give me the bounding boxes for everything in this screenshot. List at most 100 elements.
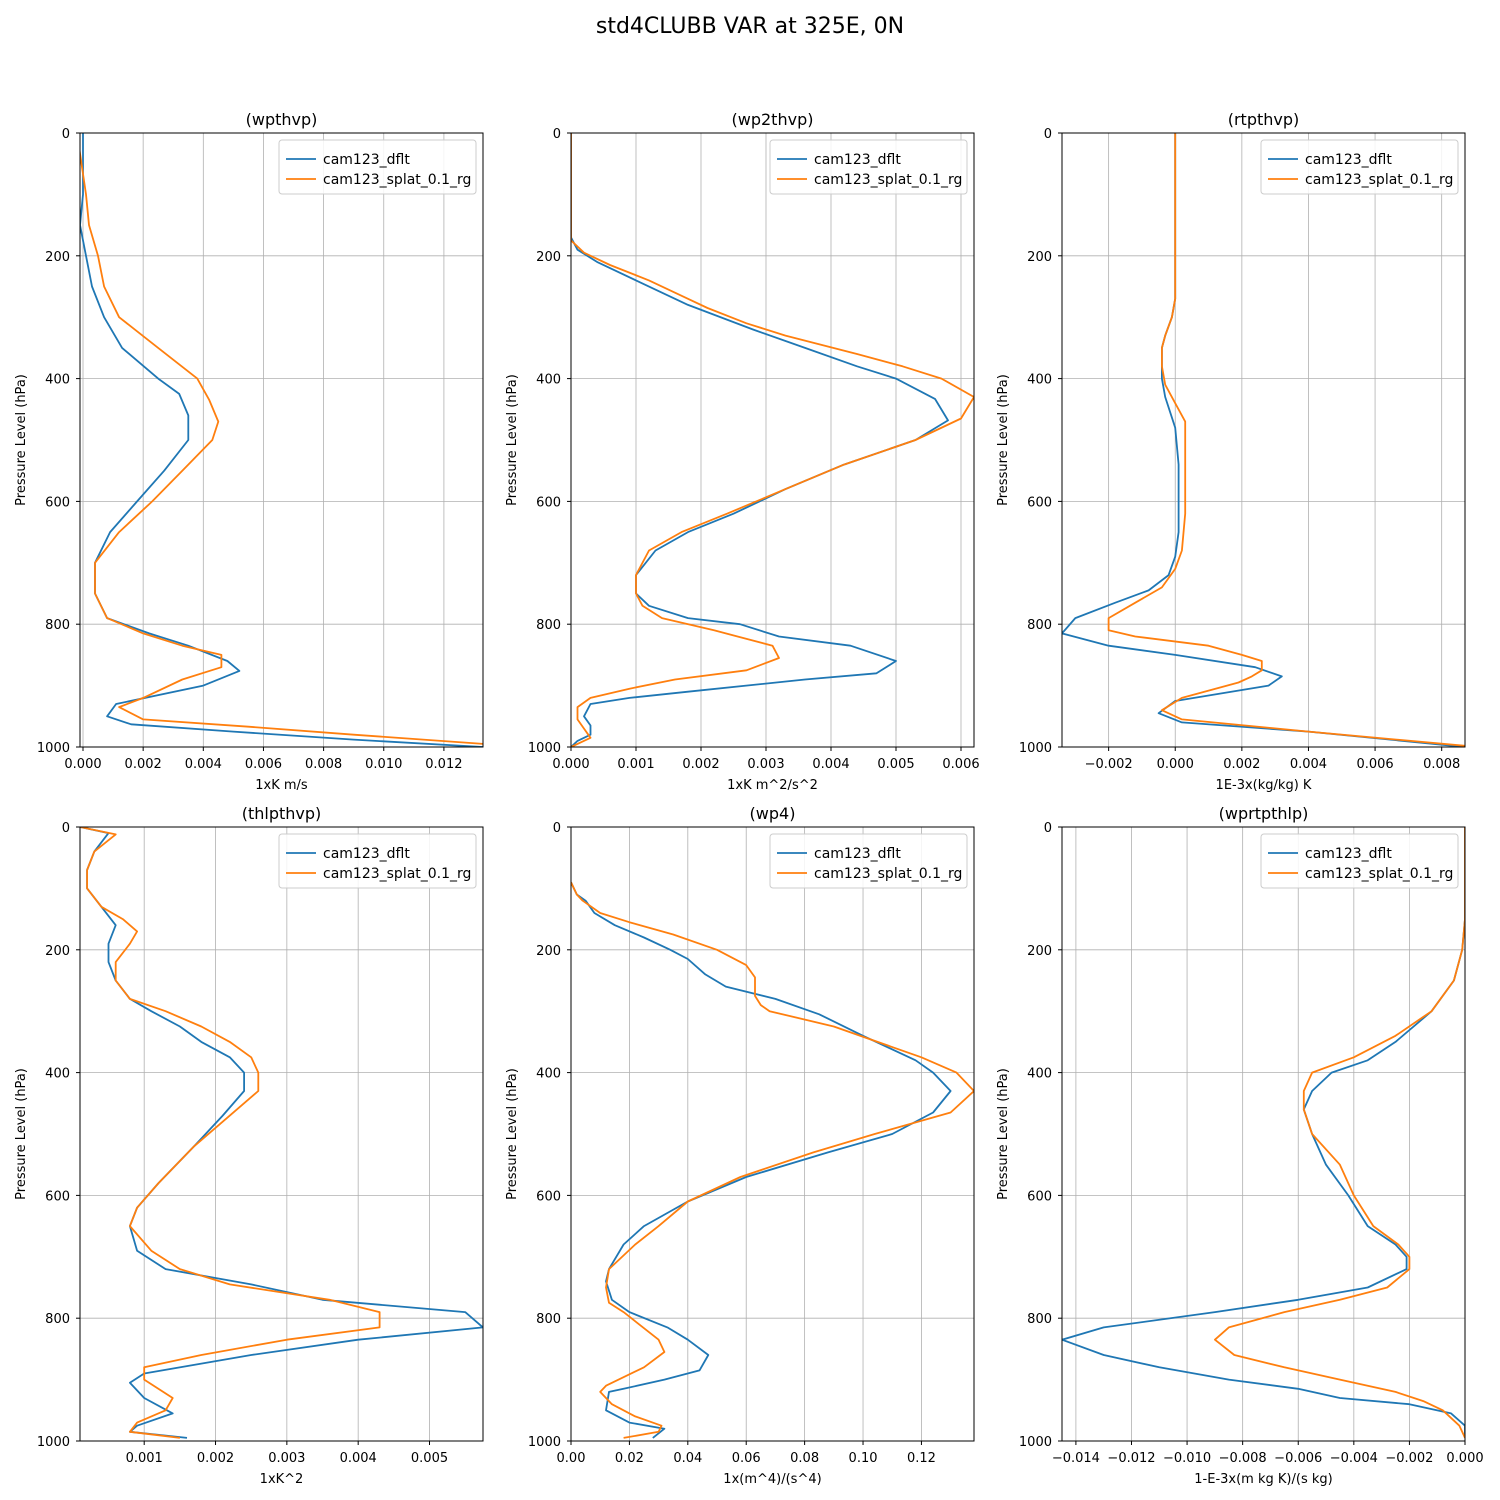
x-tick-label: 0.000 — [1446, 1451, 1483, 1466]
y-tick-label: 400 — [45, 1067, 70, 1082]
x-tick-label: −0.008 — [1219, 1451, 1267, 1466]
legend: cam123_dflt cam123_splat_0.1_rg — [769, 139, 968, 195]
x-tick-label: 0.12 — [907, 1451, 936, 1466]
figure-title: std4CLUBB VAR at 325E, 0N — [595, 14, 905, 39]
x-axis-label: 1xK m/s — [255, 778, 308, 793]
x-tick-label: −0.012 — [1107, 1451, 1155, 1466]
y-tick-label: 0 — [553, 127, 561, 142]
x-axis-label: 1xK^2 — [260, 1472, 304, 1487]
x-tick-label: 0.010 — [365, 757, 402, 772]
y-tick-label: 0 — [553, 821, 561, 836]
y-tick-label: 600 — [536, 1189, 561, 1204]
axes-frame — [1061, 826, 1466, 1442]
y-tick-label: 800 — [45, 1312, 70, 1327]
legend-label: cam123_dflt — [1305, 846, 1392, 862]
y-tick-label: 1000 — [528, 1435, 561, 1450]
x-tick-label: 0.02 — [615, 1451, 644, 1466]
legend-label: cam123_dflt — [1305, 152, 1392, 168]
y-tick-label: 800 — [1027, 1312, 1052, 1327]
y-tick-label: 600 — [536, 495, 561, 510]
subplot-3: −0.002 0.000 0.002 0.004 0.006 0.008 0 200 400 60… — [996, 110, 1466, 793]
y-tick-label: 600 — [45, 495, 70, 510]
legend: cam123_dflt cam123_splat_0.1_rg — [1260, 139, 1459, 195]
y-axis-label: Pressure Level (hPa) — [14, 374, 29, 506]
x-tick-label: 0.00 — [557, 1451, 586, 1466]
legend-label: cam123_splat_0.1_rg — [814, 172, 962, 188]
x-tick-label: 0.10 — [849, 1451, 878, 1466]
subplot-title: (wpthvp) — [246, 110, 318, 129]
legend: cam123_dflt cam123_splat_0.1_rg — [278, 833, 477, 889]
legend-label: cam123_dflt — [814, 846, 901, 862]
y-axis-label: Pressure Level (hPa) — [996, 1068, 1011, 1200]
subplot-title: (thlpthvp) — [242, 804, 322, 823]
x-tick-label: 0.000 — [64, 757, 101, 772]
y-tick-label: 0 — [1044, 821, 1052, 836]
subplot-5: 0.00 0.02 0.04 0.06 0.08 0.10 0.12 0 200 400 600 80… — [505, 804, 975, 1487]
series-line-splat — [80, 827, 381, 1439]
y-tick-label: 200 — [536, 250, 561, 265]
axes-frame — [1061, 132, 1466, 748]
x-tick-label: 0.006 — [1356, 757, 1393, 772]
legend: cam123_dflt cam123_splat_0.1_rg — [769, 833, 968, 889]
series-line-dflt — [1062, 133, 1465, 747]
y-axis-label: Pressure Level (hPa) — [14, 1068, 29, 1200]
y-tick-label: 400 — [1027, 1067, 1052, 1082]
y-tick-label: 200 — [45, 250, 70, 265]
y-tick-label: 400 — [536, 1067, 561, 1082]
series-line-splat — [571, 881, 974, 1439]
subplot-6: −0.014 −0.012 −0.010 −0.008 −0.006 −0.004 −0.0… — [996, 804, 1484, 1487]
subplot-title: (wprtpthlp) — [1219, 804, 1309, 823]
x-tick-label: −0.004 — [1330, 1451, 1378, 1466]
x-tick-label: 0.000 — [552, 757, 589, 772]
y-tick-label: 800 — [536, 1312, 561, 1327]
axes-frame — [570, 826, 975, 1442]
x-tick-label: 0.006 — [245, 757, 282, 772]
series-line-dflt — [1062, 827, 1465, 1435]
x-tick-label: −0.002 — [1085, 757, 1133, 772]
series-line-dflt — [80, 133, 483, 747]
series-line-splat — [571, 133, 974, 747]
x-tick-label: 0.004 — [1290, 757, 1327, 772]
y-tick-label: 1000 — [1019, 1435, 1052, 1450]
x-tick-label: 0.008 — [1423, 757, 1460, 772]
x-tick-label: 0.004 — [185, 757, 222, 772]
x-axis-label: 1x(m^4)/(s^4) — [723, 1472, 821, 1487]
y-tick-label: 0 — [62, 821, 70, 836]
legend-label: cam123_splat_0.1_rg — [1305, 866, 1453, 882]
y-axis-label: Pressure Level (hPa) — [505, 1068, 520, 1200]
y-tick-label: 600 — [45, 1189, 70, 1204]
x-tick-label: 0.001 — [617, 757, 654, 772]
x-tick-label: 0.04 — [673, 1451, 702, 1466]
series-line-splat — [80, 147, 483, 745]
y-tick-label: 200 — [1027, 250, 1052, 265]
subplot-title: (wp4) — [750, 804, 796, 823]
y-tick-label: 800 — [536, 618, 561, 633]
legend-label: cam123_dflt — [323, 846, 410, 862]
y-tick-label: 800 — [45, 618, 70, 633]
y-tick-label: 1000 — [528, 741, 561, 756]
legend-label: cam123_splat_0.1_rg — [1305, 172, 1453, 188]
x-tick-label: 0.003 — [268, 1451, 305, 1466]
series-line-dflt — [80, 827, 483, 1439]
x-axis-label: 1-E-3x(m kg K)/(s kg) — [1194, 1472, 1332, 1487]
subplot-4: 0.001 0.002 0.003 0.004 0.005 0 200 400 600 800 10… — [14, 804, 484, 1487]
y-axis-label: Pressure Level (hPa) — [996, 374, 1011, 506]
y-tick-label: 200 — [536, 944, 561, 959]
x-tick-label: 0.004 — [812, 757, 849, 772]
legend-box — [769, 833, 968, 889]
axes-frame — [79, 132, 484, 748]
x-tick-label: 0.006 — [942, 757, 979, 772]
x-tick-label: 0.06 — [732, 1451, 761, 1466]
legend-box — [278, 833, 477, 889]
y-tick-label: 400 — [536, 373, 561, 388]
series-line-splat — [1214, 827, 1465, 1439]
x-tick-label: 0.000 — [1157, 757, 1194, 772]
x-tick-label: 0.08 — [790, 1451, 819, 1466]
x-tick-label: 0.008 — [305, 757, 342, 772]
y-tick-label: 600 — [1027, 495, 1052, 510]
y-tick-label: 800 — [1027, 618, 1052, 633]
subplot-title: (rtpthvp) — [1228, 110, 1300, 129]
series-line-dflt — [571, 133, 949, 747]
